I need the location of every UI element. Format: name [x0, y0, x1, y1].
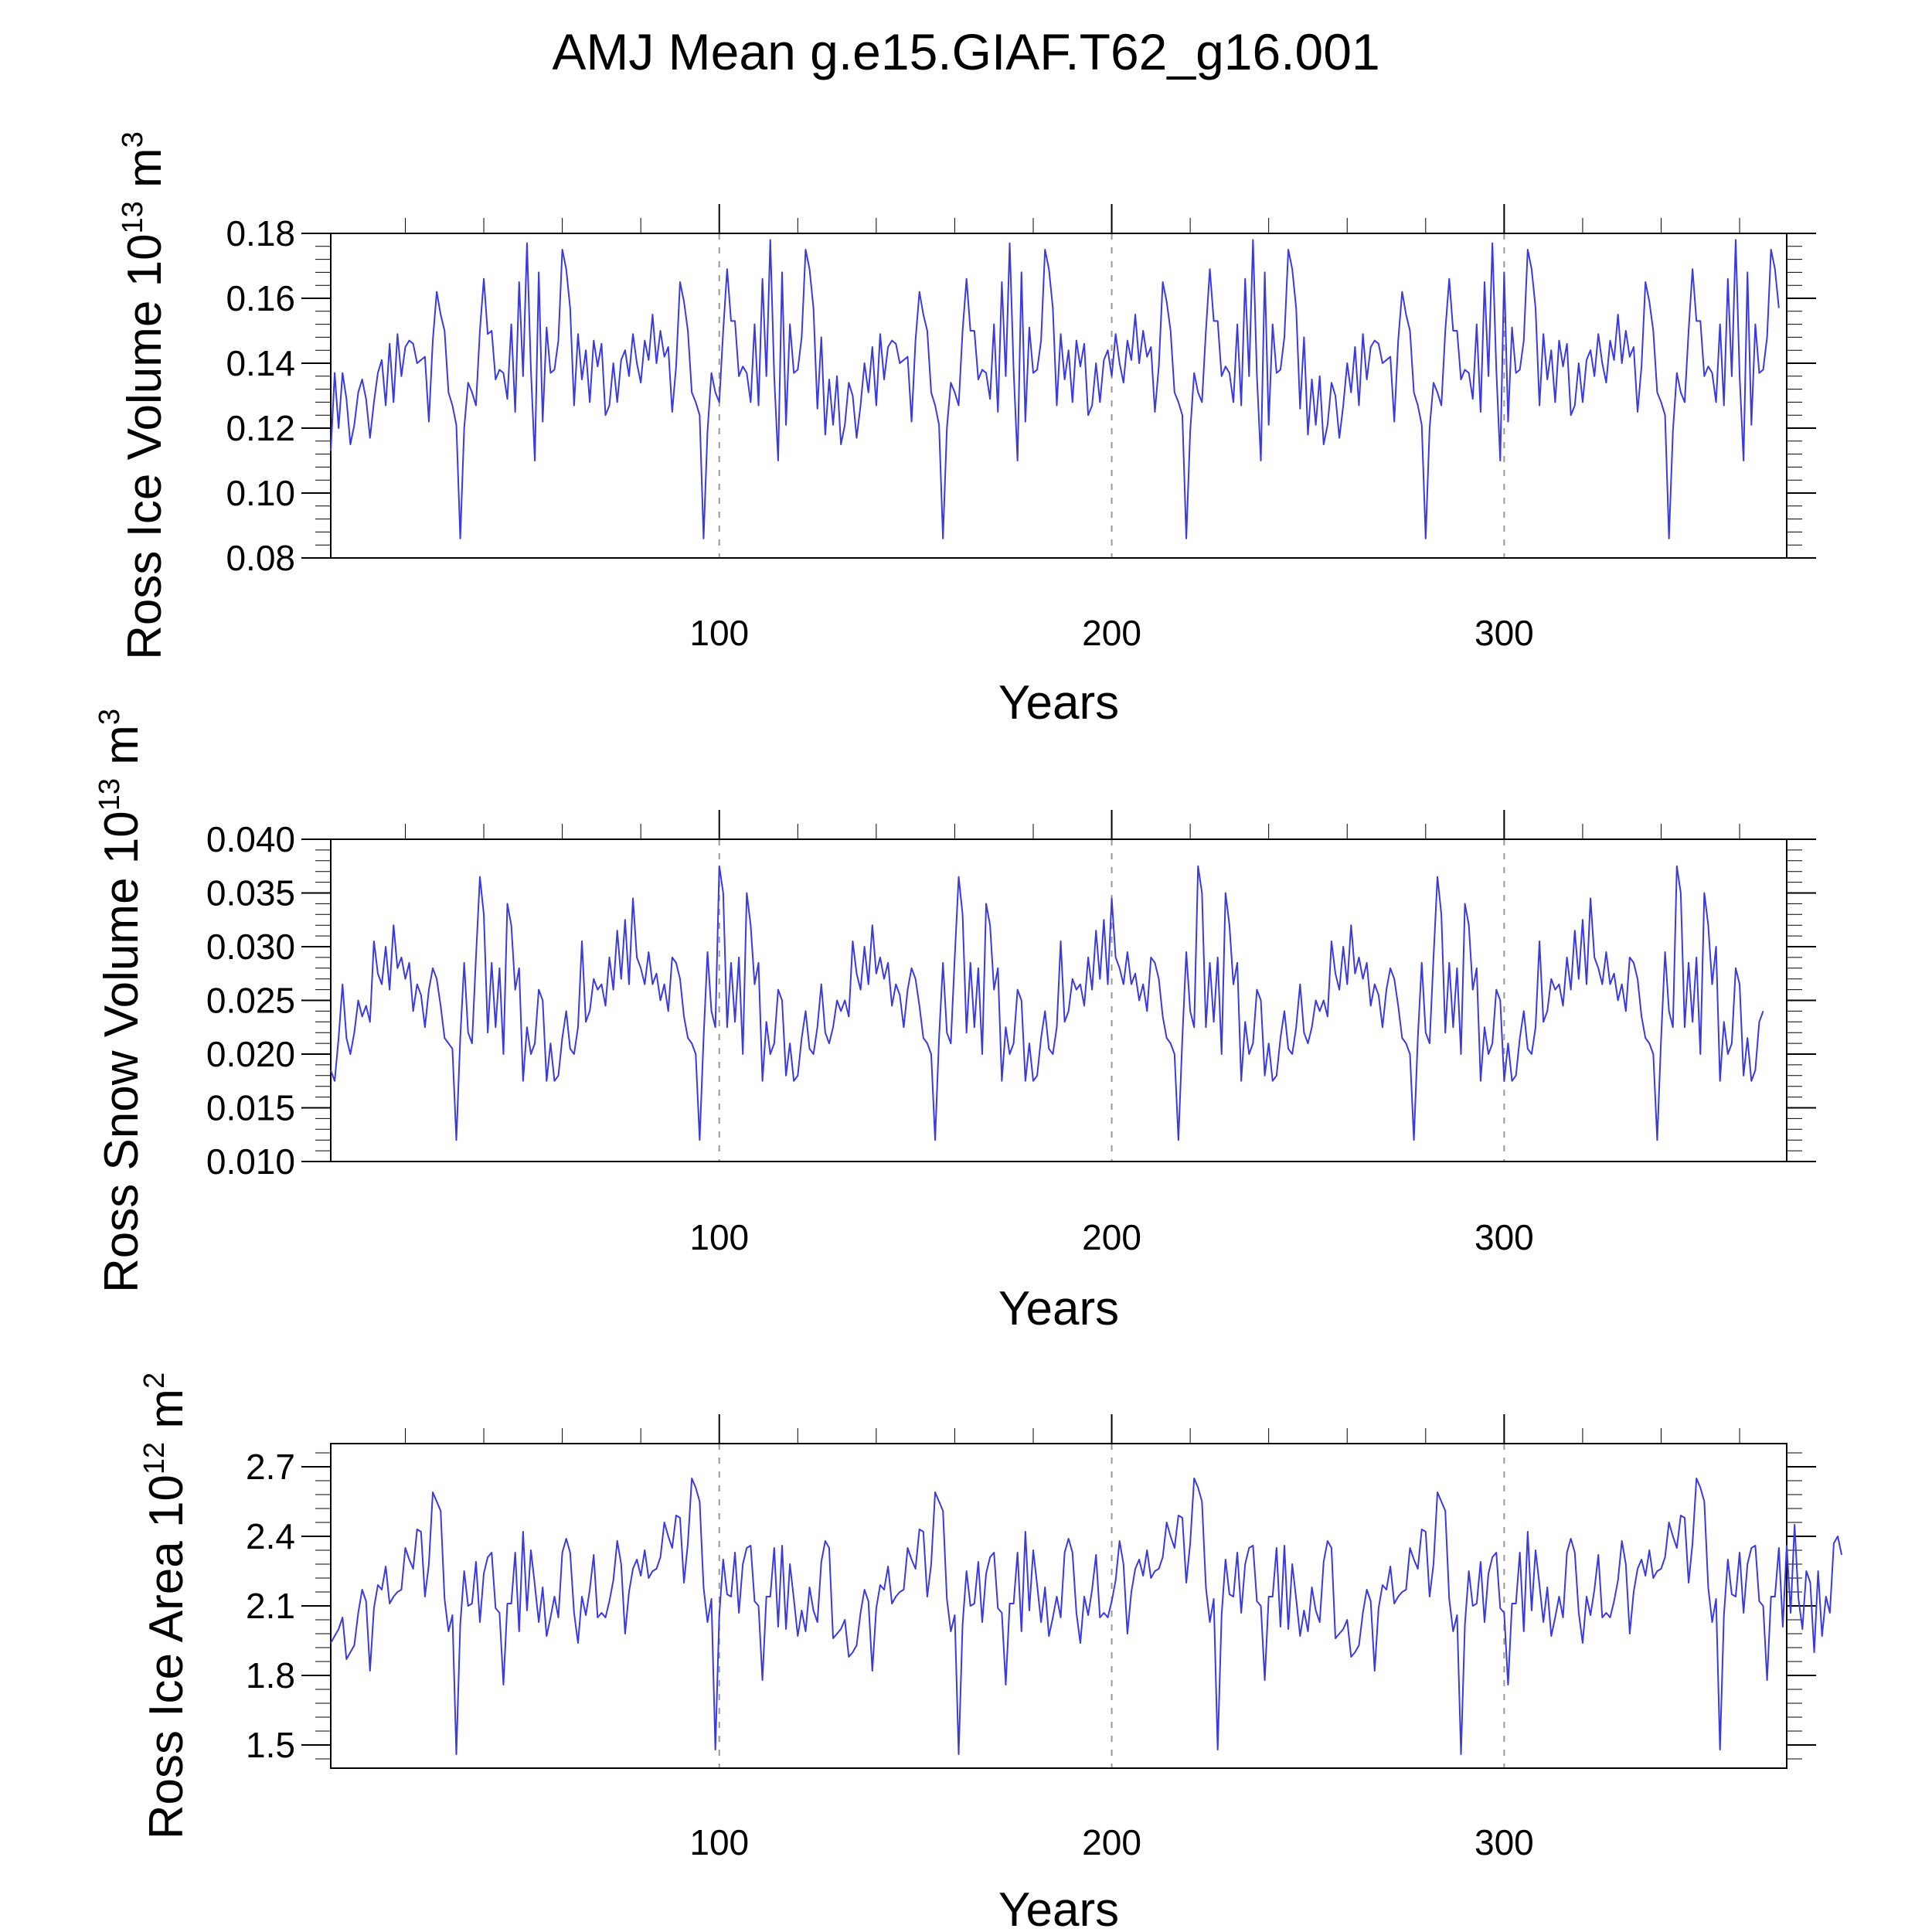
y-tick-label: 1.5: [246, 1725, 295, 1765]
x-gridlines: [718, 233, 1505, 558]
y-tick-label: 0.10: [226, 473, 295, 513]
x-tick-label: 200: [1082, 613, 1141, 653]
y-tick-label: 0.035: [206, 873, 295, 913]
y-axis-label-unit: m: [95, 725, 148, 778]
y-tick-labels: 0.08 0.10 0.12 0.14 0.16 0.18: [226, 213, 295, 578]
x-tick-labels: 100 200 300: [689, 613, 1533, 653]
x-gridlines: [718, 839, 1505, 1162]
x-tick-label: 200: [1082, 1217, 1141, 1257]
y-axis-label-text: Ross Ice Volume 10: [118, 233, 172, 659]
y-axis-label-text: Ross Snow Volume 10: [95, 811, 148, 1293]
x-axis-label: Years: [998, 1883, 1119, 1932]
x-tick-label: 300: [1475, 1822, 1534, 1862]
y-axis-label-unit-exponent: 2: [138, 1372, 171, 1389]
x-tick-label: 300: [1475, 1217, 1534, 1257]
y-tick-label: 0.16: [226, 278, 295, 318]
y-axis-label-unit-exponent: 3: [117, 131, 149, 148]
y-axis-label: Ross Ice Volume 1013 m3: [117, 131, 172, 660]
x-tick-label: 100: [689, 1822, 749, 1862]
x-tick-labels: 100 200 300: [689, 1217, 1533, 1257]
axis-ticks: [301, 810, 1816, 1162]
y-axis-label: Ross Ice Area 1012 m2: [138, 1372, 193, 1839]
series-line-ross-ice-volume: [330, 239, 1780, 539]
y-axis-label-unit: m: [140, 1389, 193, 1442]
y-tick-label: 0.015: [206, 1088, 295, 1128]
x-axis-label: Years: [998, 676, 1119, 730]
series-line-ross-snow-volume: [330, 865, 1764, 1141]
x-tick-label: 100: [689, 1217, 749, 1257]
y-axis-label-unit-exponent: 3: [94, 709, 126, 725]
y-axis-label-exponent: 13: [94, 778, 126, 811]
y-tick-label: 0.14: [226, 343, 295, 383]
x-axis-label: Years: [998, 1282, 1119, 1335]
panel-snow-volume: 0.010 0.015 0.020 0.025 0.030 0.035 0.040 100 2…: [94, 709, 1816, 1335]
y-tick-labels: 0.010 0.015 0.020 0.025 0.030 0.035 0.040: [206, 819, 295, 1182]
y-tick-label: 0.040: [206, 819, 295, 859]
panel-ice-area: 1.5 1.8 2.1 2.4 2.7 100 200 300 Years Ross Ice…: [138, 1372, 1843, 1932]
y-tick-label: 0.025: [206, 981, 295, 1021]
y-tick-label: 0.020: [206, 1034, 295, 1074]
x-tick-label: 300: [1475, 613, 1534, 653]
x-gridlines: [718, 1444, 1505, 1768]
figure-title: AMJ Mean g.e15.GIAF.T62_g16.001: [552, 23, 1379, 80]
x-tick-labels: 100 200 300: [689, 1822, 1533, 1862]
y-tick-label: 2.1: [246, 1586, 295, 1626]
y-tick-label: 0.010: [206, 1141, 295, 1182]
y-tick-labels: 1.5 1.8 2.1 2.4 2.7: [246, 1447, 295, 1765]
y-tick-label: 2.4: [246, 1516, 295, 1556]
y-tick-label: 0.08: [226, 538, 295, 578]
axis-ticks: [301, 204, 1816, 559]
y-tick-label: 0.12: [226, 408, 295, 448]
y-tick-label: 0.18: [226, 213, 295, 253]
y-axis-label-text: Ross Ice Area 10: [140, 1475, 193, 1839]
x-tick-label: 100: [689, 613, 749, 653]
x-tick-label: 200: [1082, 1822, 1141, 1862]
y-tick-label: 2.7: [246, 1447, 295, 1487]
series-line-ross-ice-area: [330, 1478, 1843, 1755]
axis-ticks: [301, 1414, 1816, 1760]
y-tick-label: 0.030: [206, 927, 295, 967]
y-axis-label: Ross Snow Volume 1013 m3: [94, 709, 148, 1293]
y-axis-label-exponent: 13: [117, 201, 149, 233]
panel-ice-volume: 0.08 0.10 0.12 0.14 0.16 0.18 100 200 300 Years…: [117, 131, 1816, 730]
plot-frame: [330, 233, 1787, 559]
y-axis-label-unit: m: [118, 148, 172, 201]
y-tick-label: 1.8: [246, 1655, 295, 1696]
y-axis-label-exponent: 12: [138, 1442, 171, 1475]
